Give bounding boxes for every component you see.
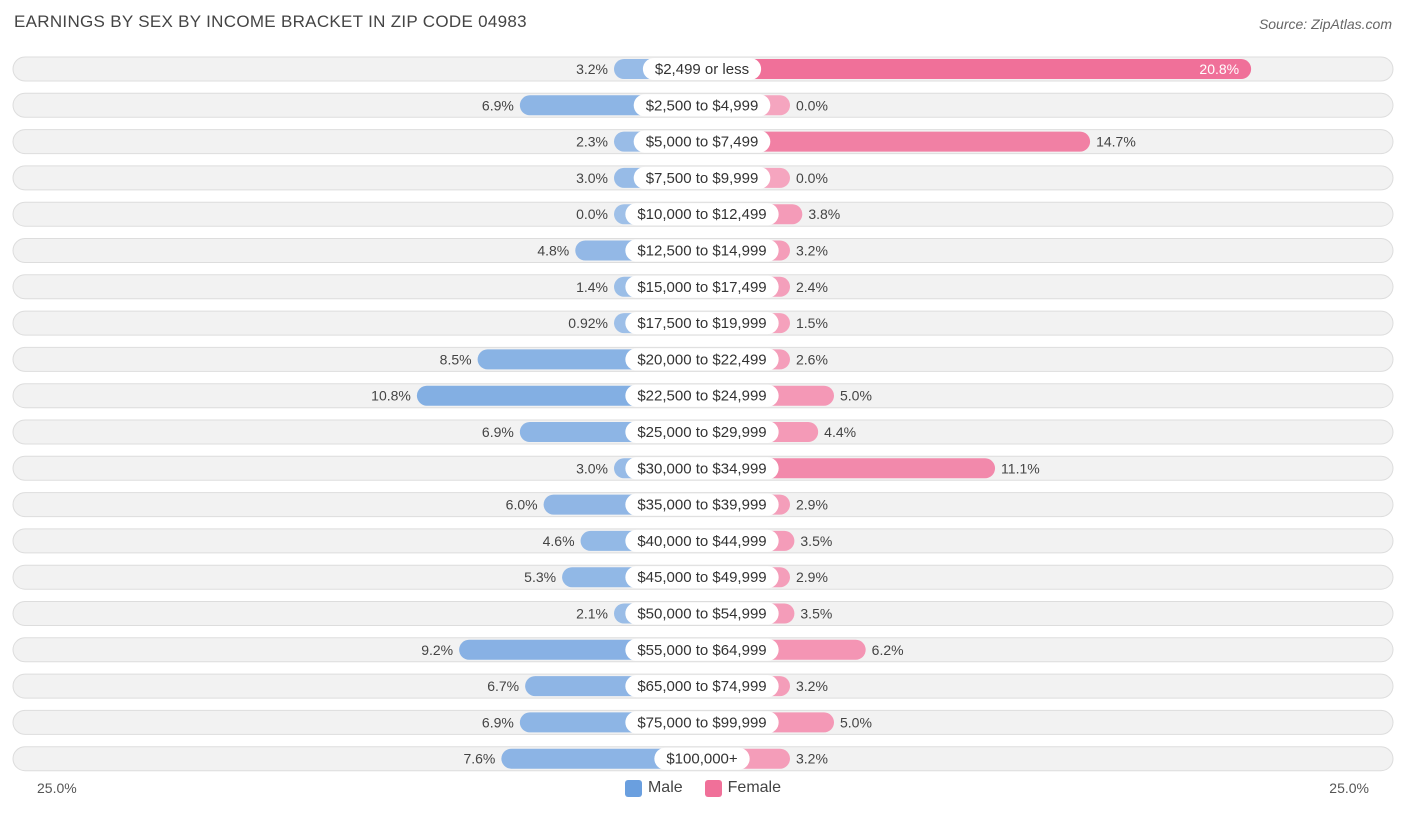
female-value-label: 11.1% [1001,460,1040,476]
category-pill [625,602,779,625]
chart-title: EARNINGS BY SEX BY INCOME BRACKET IN ZIP… [14,12,527,31]
female-value-label: 1.5% [796,315,828,331]
category-pill [625,203,779,226]
female-value-label: 3.2% [796,243,828,259]
female-value-label: 3.5% [800,533,832,549]
category-label: $17,500 to $19,999 [637,315,766,332]
category-pill [633,130,771,153]
category-label: $25,000 to $29,999 [637,424,766,441]
female-bar [702,59,1252,79]
female-value-label: 3.8% [808,206,840,222]
female-value-label: 3.2% [796,678,828,694]
male-value-label: 6.9% [482,714,514,730]
female-value-label: 2.9% [796,569,828,585]
category-label: $2,500 to $4,999 [646,97,759,114]
category-pill [633,166,771,189]
female-value-label: 5.0% [840,714,872,730]
bar-chart: $2,499 or less 3.2% 20.8% $2,500 to $4,999 6… [12,56,1394,772]
female-value-label: 6.2% [872,642,904,658]
category-label: $10,000 to $12,499 [637,206,766,223]
legend-item-male: Male [624,779,683,797]
category-pill [625,675,779,698]
category-pill [642,58,762,80]
male-value-label: 6.9% [482,97,514,113]
male-value-label: 4.6% [543,533,575,549]
category-pill [625,457,779,480]
female-value-label: 2.6% [796,351,828,367]
male-value-label: 3.2% [576,61,608,77]
category-label: $55,000 to $64,999 [637,642,766,659]
category-label: $5,000 to $7,499 [646,134,759,151]
female-value-label: 2.4% [796,279,828,295]
category-pill [625,493,779,516]
category-pill [625,566,779,589]
male-value-label: 3.0% [576,460,608,476]
category-pill [625,348,779,371]
male-bar [501,748,702,769]
legend-label-female: Female [727,779,782,796]
category-label: $15,000 to $17,499 [637,279,766,296]
male-value-label: 6.9% [482,424,514,440]
female-value-label: 0.0% [796,170,828,186]
category-label: $2,499 or less [655,61,749,78]
male-value-label: 8.5% [440,351,472,367]
female-value-label: 14.7% [1096,134,1136,150]
category-pill [625,529,779,552]
category-label: $7,500 to $9,999 [646,170,759,187]
category-label: $65,000 to $74,999 [637,678,766,695]
male-value-label: 9.2% [421,642,453,658]
legend-swatch-female [704,779,722,797]
male-value-label: 6.7% [487,678,519,694]
male-value-label: 3.0% [576,170,608,186]
male-value-label: 2.3% [576,134,608,150]
male-value-label: 6.0% [506,497,538,513]
axis-left-label: 25.0% [37,780,77,796]
female-bar [702,131,1091,152]
category-label: $35,000 to $39,999 [637,497,766,514]
male-value-label: 10.8% [371,388,411,404]
category-label: $75,000 to $99,999 [637,714,766,731]
legend: Male Female [0,779,1406,797]
category-pill [625,275,779,298]
category-pill [625,312,779,335]
category-label: $40,000 to $44,999 [637,533,766,550]
category-label: $22,500 to $24,999 [637,388,766,405]
category-pill [625,384,779,407]
female-value-label: 0.0% [796,97,828,113]
category-pill [633,94,771,117]
female-value-label: 4.4% [824,424,856,440]
male-value-label: 0.0% [576,206,608,222]
chart-source: Source: ZipAtlas.com [1258,16,1392,32]
category-label: $30,000 to $34,999 [637,460,766,477]
female-value-label: 3.5% [800,606,832,622]
category-pill [625,711,779,734]
axis-right-label: 25.0% [1329,780,1369,796]
legend-swatch-male [624,779,642,797]
category-label: $45,000 to $49,999 [637,569,766,586]
legend-label-male: Male [647,779,683,796]
category-label: $50,000 to $54,999 [637,606,766,623]
female-value-label: 5.0% [840,388,872,404]
category-label: $20,000 to $22,499 [637,351,766,368]
female-value-label: 2.9% [796,497,828,513]
category-pill [625,638,779,661]
female-value-label: 20.8% [1199,61,1239,77]
category-label: $12,500 to $14,999 [637,243,766,260]
category-pill [625,421,779,443]
category-pill [625,239,779,262]
category-label: $100,000+ [666,751,738,768]
male-value-label: 5.3% [524,569,556,585]
male-value-label: 2.1% [576,606,608,622]
female-value-label: 3.2% [796,751,828,767]
male-value-label: 7.6% [463,751,495,767]
male-value-label: 0.92% [568,315,608,331]
male-value-label: 4.8% [537,243,569,259]
legend-item-female: Female [704,779,782,797]
category-pill [654,747,750,770]
male-value-label: 1.4% [576,279,608,295]
